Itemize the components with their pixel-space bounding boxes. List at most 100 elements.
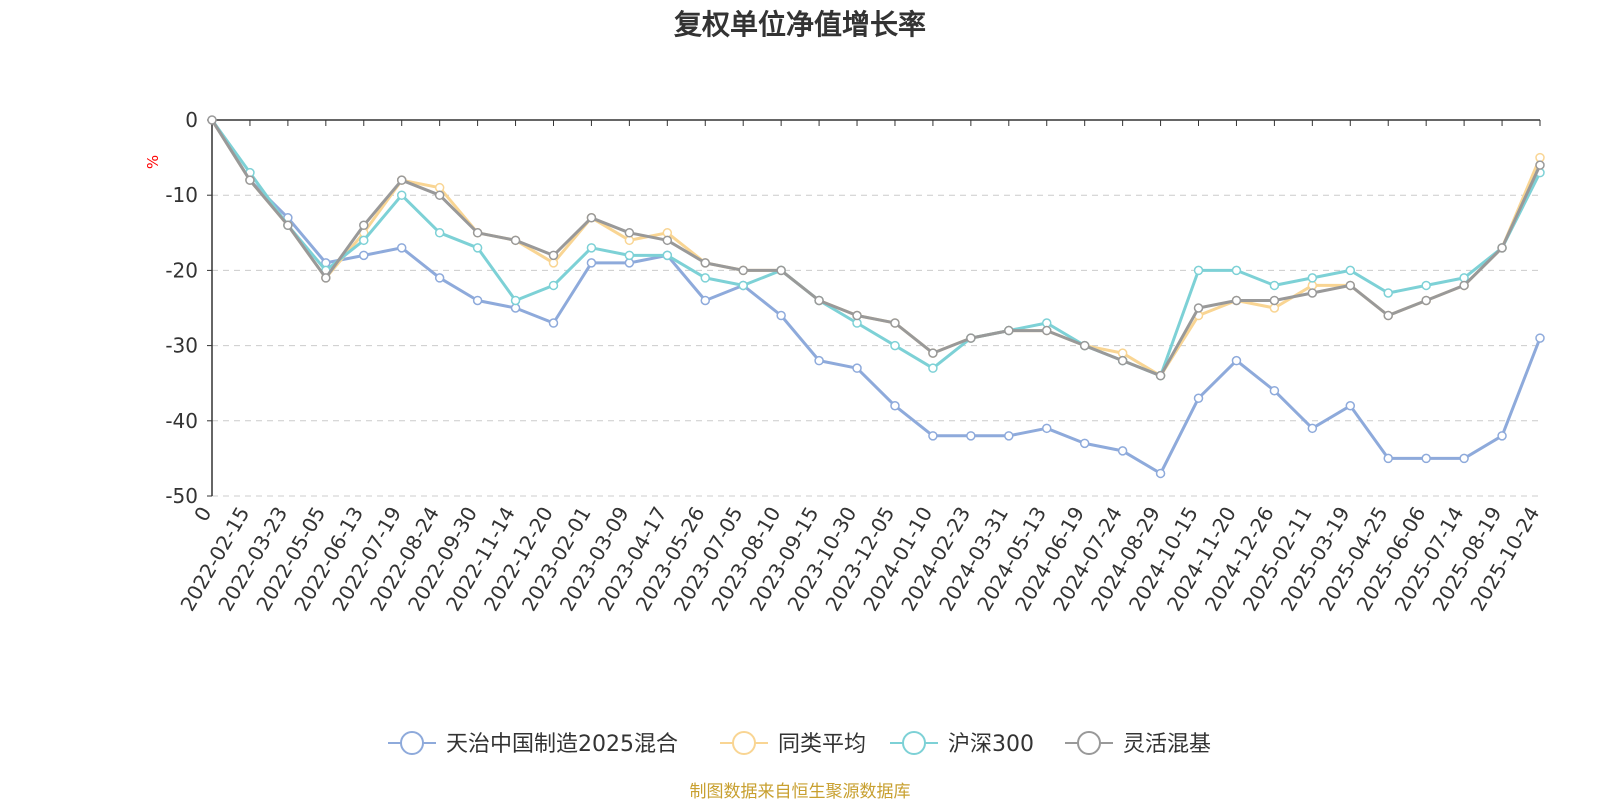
data-point <box>1004 325 1014 336</box>
data-point <box>396 190 407 200</box>
data-point <box>738 265 748 276</box>
data-point <box>1307 423 1318 434</box>
data-point <box>1307 273 1318 283</box>
y-tick-label: 0 <box>185 108 198 132</box>
data-point <box>1117 355 1128 366</box>
data-point <box>1383 288 1393 298</box>
data-point <box>852 363 862 373</box>
data-point <box>662 235 673 246</box>
legend-marker <box>732 731 756 755</box>
y-tick-label: -10 <box>165 183 198 207</box>
data-point <box>1269 295 1280 306</box>
data-point <box>510 295 521 306</box>
series-line <box>210 119 1542 378</box>
data-point <box>700 295 711 306</box>
data-point <box>966 431 976 441</box>
y-axis-unit: % <box>144 155 162 169</box>
data-point <box>396 243 407 253</box>
data-point <box>662 250 673 261</box>
legend-label: 天治中国制造2025混合 <box>446 732 678 757</box>
data-point <box>472 243 483 253</box>
y-tick-label: -50 <box>165 484 198 508</box>
data-point <box>738 280 748 291</box>
data-point <box>814 355 824 366</box>
data-point <box>700 273 711 283</box>
data-point <box>434 190 445 200</box>
data-point <box>1079 438 1090 449</box>
data-point <box>1231 295 1242 306</box>
legend: 天治中国制造2025混合 同类平均 沪深300 灵活混基 <box>388 731 1211 757</box>
chart-title: 复权单位净值增长率 <box>674 8 926 41</box>
data-point <box>624 228 635 238</box>
y-tick-label: -30 <box>165 334 198 358</box>
data-point <box>1345 401 1356 411</box>
data-point <box>890 401 900 411</box>
data-point <box>700 258 711 268</box>
data-point <box>1231 355 1242 366</box>
data-point <box>434 228 445 238</box>
data-point <box>396 175 407 185</box>
data-point <box>548 280 559 291</box>
data-point <box>359 220 369 231</box>
data-point <box>1535 333 1545 343</box>
data-point <box>890 318 900 328</box>
data-point <box>1231 265 1242 276</box>
data-point <box>1041 423 1052 434</box>
data-point <box>1041 325 1052 336</box>
legend-marker <box>902 731 926 755</box>
data-point <box>1497 431 1507 441</box>
data-point <box>245 175 255 185</box>
data-point <box>928 363 938 373</box>
data-point <box>1421 453 1431 464</box>
data-point <box>928 348 938 358</box>
data-point <box>586 213 597 223</box>
series-0 <box>210 119 1545 479</box>
data-point <box>890 340 900 351</box>
data-point <box>1193 303 1204 313</box>
data-point <box>1345 265 1356 276</box>
data-point <box>359 235 369 246</box>
data-point <box>928 431 938 441</box>
series-line <box>210 119 1542 475</box>
legend-marker <box>1077 731 1101 755</box>
origin-point <box>207 115 217 125</box>
data-point <box>1535 160 1545 170</box>
legend-label: 灵活混基 <box>1123 732 1211 757</box>
series-1 <box>210 119 1545 381</box>
x-tick-label: 0 <box>189 503 216 526</box>
data-point <box>852 310 862 321</box>
grid-lines <box>212 194 1540 497</box>
series-group <box>207 115 1545 479</box>
data-point <box>1193 393 1204 403</box>
data-point <box>1459 453 1469 464</box>
data-point <box>1421 295 1431 306</box>
legend-label: 同类平均 <box>778 732 866 757</box>
data-point <box>1269 280 1280 291</box>
data-point <box>472 295 483 306</box>
data-point <box>1307 288 1318 298</box>
data-point <box>1497 243 1507 253</box>
data-point <box>1155 370 1166 381</box>
data-point <box>1117 446 1128 456</box>
data-point <box>1193 265 1204 276</box>
data-point <box>776 310 786 321</box>
series-3 <box>210 119 1545 381</box>
y-tick-label: -40 <box>165 409 198 433</box>
data-point <box>510 235 521 246</box>
data-point <box>966 333 976 343</box>
data-point <box>1004 431 1014 441</box>
data-point <box>1155 468 1166 479</box>
data-point <box>1421 280 1431 291</box>
data-point <box>814 295 824 306</box>
data-point <box>1345 280 1356 291</box>
data-point <box>1383 310 1393 321</box>
y-axis: 0 -10 -20 -30 -40 -50 <box>165 108 213 508</box>
legend-label: 沪深300 <box>948 732 1034 757</box>
data-point <box>586 258 597 268</box>
data-point <box>472 228 483 238</box>
data-point <box>1383 453 1393 464</box>
legend-marker <box>400 731 424 755</box>
data-point <box>548 250 559 261</box>
data-point <box>283 220 293 231</box>
